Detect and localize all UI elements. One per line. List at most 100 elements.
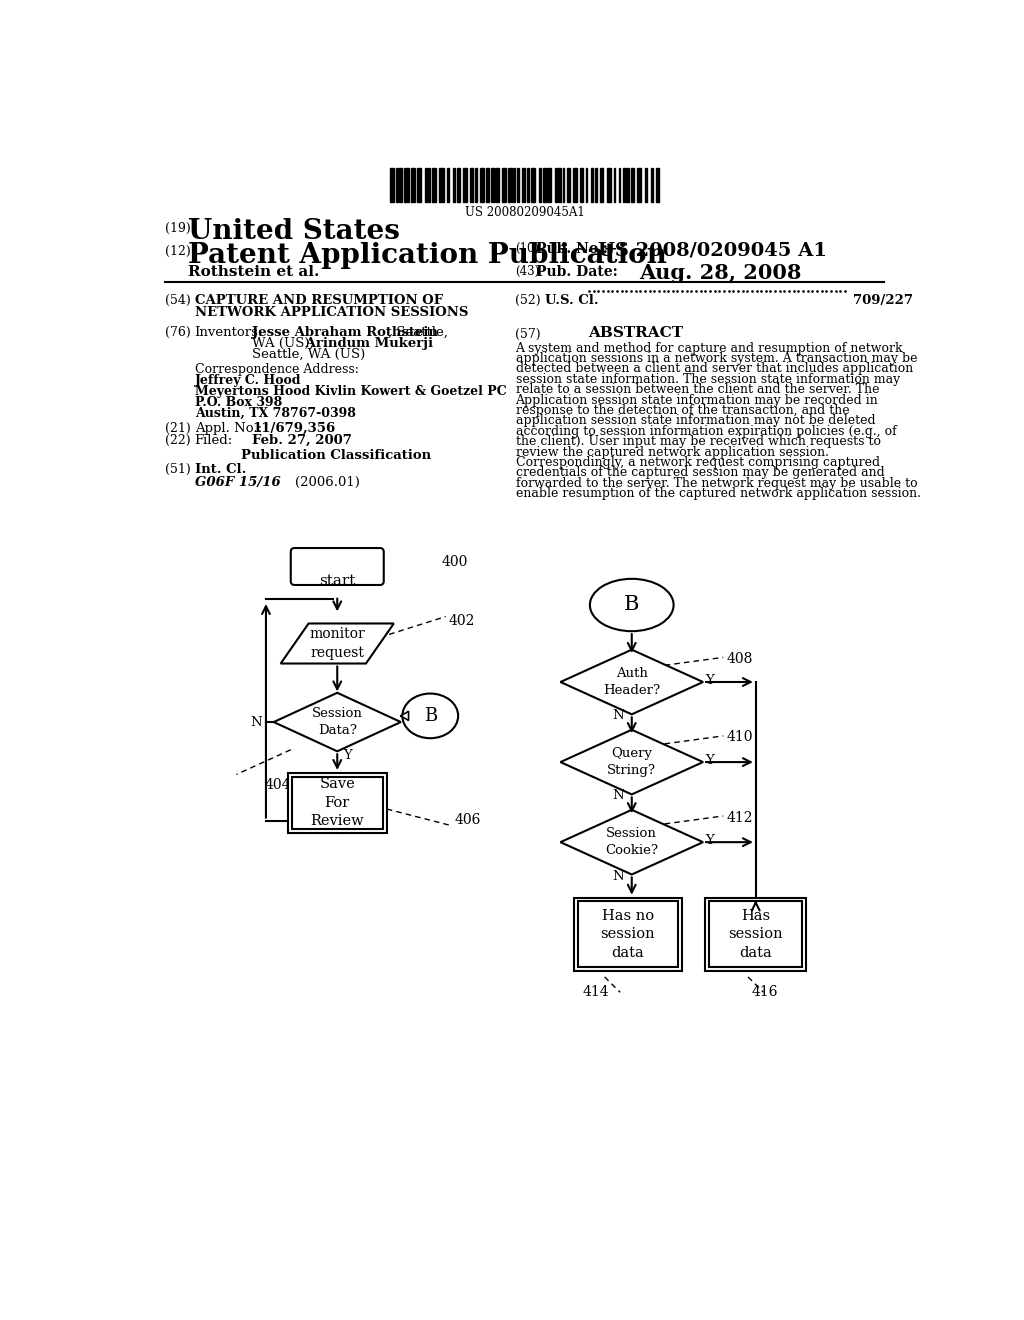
- Text: US 2008/0209045 A1: US 2008/0209045 A1: [598, 242, 826, 260]
- Text: enable resumption of the captured network application session.: enable resumption of the captured networ…: [515, 487, 921, 500]
- Text: (2006.01): (2006.01): [295, 475, 360, 488]
- Text: Has no
session
data: Has no session data: [600, 908, 655, 960]
- Text: Session
Data?: Session Data?: [312, 708, 362, 737]
- Bar: [586, 168, 587, 202]
- Bar: [396, 168, 397, 202]
- Polygon shape: [560, 730, 703, 795]
- Text: Austin, TX 78767-0398: Austin, TX 78767-0398: [195, 407, 355, 420]
- Bar: [412, 168, 415, 202]
- Text: Save
For
Review: Save For Review: [310, 777, 365, 828]
- Bar: [475, 168, 477, 202]
- Bar: [513, 168, 515, 202]
- Bar: [618, 168, 621, 202]
- Text: Arindum Mukerji: Arindum Mukerji: [301, 337, 433, 350]
- Bar: [645, 168, 647, 202]
- Bar: [492, 168, 494, 202]
- Bar: [600, 168, 602, 202]
- Text: Aug. 28, 2008: Aug. 28, 2008: [640, 263, 802, 282]
- Text: B: B: [624, 595, 639, 615]
- Bar: [631, 168, 634, 202]
- Text: Jeffrey C. Hood: Jeffrey C. Hood: [195, 374, 301, 387]
- Bar: [496, 168, 499, 202]
- Text: Has
session
data: Has session data: [728, 908, 783, 960]
- Bar: [425, 168, 427, 202]
- Text: Y: Y: [706, 754, 714, 767]
- Text: United States: United States: [188, 218, 400, 246]
- Text: NETWORK APPLICATION SESSIONS: NETWORK APPLICATION SESSIONS: [195, 306, 468, 319]
- Bar: [539, 168, 542, 202]
- Bar: [502, 168, 506, 202]
- Bar: [710, 902, 802, 966]
- Text: 709/227: 709/227: [853, 294, 912, 308]
- Bar: [637, 168, 641, 202]
- Text: Publication Classification: Publication Classification: [241, 449, 431, 462]
- Bar: [547, 168, 551, 202]
- Bar: [457, 168, 460, 202]
- Text: session state information. The session state information may: session state information. The session s…: [515, 372, 900, 385]
- Bar: [517, 168, 519, 202]
- Text: response to the detection of the transaction, and the: response to the detection of the transac…: [515, 404, 849, 417]
- Bar: [591, 168, 593, 202]
- Text: detected between a client and server that includes application: detected between a client and server tha…: [515, 363, 912, 375]
- Text: N: N: [251, 715, 262, 729]
- Text: Feb. 27, 2007: Feb. 27, 2007: [252, 434, 352, 447]
- Text: (76): (76): [165, 326, 190, 339]
- Text: Auth
Header?: Auth Header?: [603, 667, 660, 697]
- Bar: [627, 168, 629, 202]
- Bar: [446, 168, 450, 202]
- Text: review the captured network application session.: review the captured network application …: [515, 446, 828, 458]
- Text: Correspondingly, a network request comprising captured: Correspondingly, a network request compr…: [515, 455, 880, 469]
- Bar: [463, 168, 467, 202]
- Polygon shape: [273, 693, 400, 751]
- Bar: [573, 898, 682, 970]
- Bar: [399, 168, 401, 202]
- Text: N: N: [612, 789, 624, 803]
- Text: application session state information may not be deleted: application session state information ma…: [515, 414, 876, 428]
- Text: Y: Y: [343, 748, 352, 762]
- Text: Filed:: Filed:: [195, 434, 232, 447]
- Text: Pub. No.:: Pub. No.:: [536, 242, 607, 256]
- Bar: [292, 776, 383, 829]
- Text: Jesse Abraham Rothstein: Jesse Abraham Rothstein: [252, 326, 438, 339]
- FancyBboxPatch shape: [291, 548, 384, 585]
- Bar: [578, 902, 678, 966]
- Text: Y: Y: [706, 675, 714, 686]
- Text: forwarded to the server. The network request may be usable to: forwarded to the server. The network req…: [515, 477, 918, 490]
- Text: Rothstein et al.: Rothstein et al.: [188, 264, 319, 279]
- Text: 402: 402: [449, 614, 474, 628]
- Bar: [623, 168, 625, 202]
- Bar: [522, 168, 525, 202]
- Bar: [470, 168, 473, 202]
- Text: 11/679,356: 11/679,356: [252, 422, 335, 434]
- Text: application sessions in a network system. A transaction may be: application sessions in a network system…: [515, 352, 918, 366]
- Bar: [572, 168, 577, 202]
- Text: 414: 414: [583, 985, 609, 999]
- Text: G06F 15/16: G06F 15/16: [195, 475, 281, 488]
- Bar: [607, 168, 611, 202]
- Bar: [417, 168, 421, 202]
- Bar: [580, 168, 583, 202]
- Text: credentials of the captured session may be generated and: credentials of the captured session may …: [515, 466, 885, 479]
- Text: A system and method for capture and resumption of network: A system and method for capture and resu…: [515, 342, 903, 355]
- Polygon shape: [400, 711, 409, 721]
- Text: Int. Cl.: Int. Cl.: [195, 463, 246, 477]
- Polygon shape: [560, 810, 703, 875]
- Text: 406: 406: [455, 813, 481, 826]
- Bar: [651, 168, 652, 202]
- Text: B: B: [424, 708, 437, 725]
- Bar: [706, 898, 806, 970]
- Text: Y: Y: [706, 834, 714, 847]
- Text: P.O. Box 398: P.O. Box 398: [195, 396, 282, 409]
- Bar: [404, 168, 409, 202]
- Bar: [428, 168, 430, 202]
- Text: CAPTURE AND RESUMPTION OF: CAPTURE AND RESUMPTION OF: [195, 294, 442, 308]
- Text: (54): (54): [165, 294, 190, 308]
- Text: (22): (22): [165, 434, 190, 447]
- Bar: [439, 168, 443, 202]
- Bar: [613, 168, 615, 202]
- Text: (10): (10): [515, 242, 540, 255]
- Text: Appl. No.:: Appl. No.:: [195, 422, 262, 434]
- Text: U.S. Cl.: U.S. Cl.: [545, 294, 599, 308]
- Text: Patent Application Publication: Patent Application Publication: [188, 242, 668, 268]
- Text: US 20080209045A1: US 20080209045A1: [465, 206, 585, 219]
